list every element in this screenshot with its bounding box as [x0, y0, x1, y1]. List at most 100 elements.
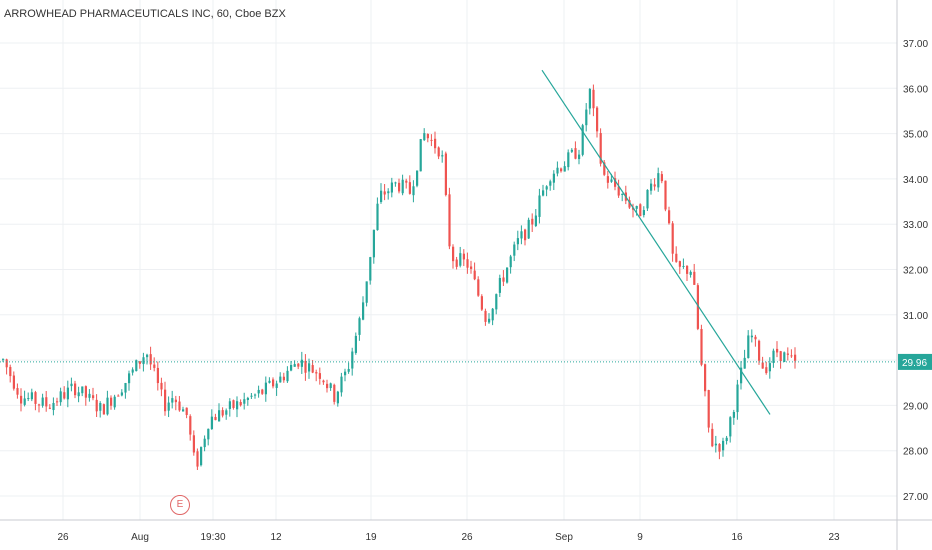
candle-body [480, 296, 483, 310]
candle-body [650, 183, 653, 191]
candle-body [250, 395, 253, 397]
candle-body [207, 428, 210, 440]
candle-body [218, 410, 221, 422]
candle-body [578, 154, 581, 160]
candle-body [660, 174, 663, 182]
candle-body [2, 359, 5, 361]
candle-body [506, 267, 509, 283]
y-tick-label: 37.00 [903, 39, 928, 50]
candle-body [538, 195, 541, 217]
candle-body [448, 194, 451, 247]
candle-body [772, 350, 775, 363]
candle-body [524, 229, 527, 241]
candle-body [146, 354, 149, 358]
candle-body [110, 397, 113, 406]
candle-body [261, 389, 264, 394]
candle-body [124, 382, 127, 393]
candle-body [657, 173, 660, 188]
candle-body [38, 404, 41, 406]
candle-body [488, 318, 491, 323]
candle-body [527, 219, 530, 239]
candle-body [452, 246, 455, 262]
candle-body [747, 335, 750, 359]
candle-body [16, 388, 19, 395]
candle-body [671, 223, 674, 254]
y-tick-label: 34.00 [903, 175, 928, 186]
candle-body [210, 416, 213, 430]
candle-body [117, 395, 120, 397]
candle-body [765, 367, 768, 374]
candle-body [153, 364, 156, 368]
candle-body [718, 443, 721, 452]
candle-body [401, 179, 404, 194]
candle-body [790, 355, 793, 357]
candle-body [369, 257, 372, 281]
candle-body [596, 107, 599, 132]
candle-body [390, 182, 393, 193]
candle-body [380, 190, 383, 203]
x-tick-label: 9 [637, 532, 643, 543]
candle-body [372, 229, 375, 258]
candle-body [542, 190, 545, 196]
candle-body [520, 231, 523, 239]
candle-body [164, 389, 167, 412]
candle-body [750, 335, 753, 338]
candle-body [498, 277, 501, 293]
candle-body [243, 399, 246, 404]
candle-body [196, 451, 199, 467]
x-tick-label: Aug [131, 532, 149, 543]
candle-body [768, 363, 771, 372]
candle-body [362, 302, 365, 320]
x-tick-label: 19 [365, 532, 377, 543]
candle-body [574, 148, 577, 159]
candle-body [48, 407, 51, 409]
candle-body [66, 387, 69, 400]
candle-body [628, 200, 631, 208]
candle-body [92, 395, 95, 399]
candle-body [783, 352, 786, 362]
candle-body [246, 397, 249, 401]
candle-body [419, 139, 422, 172]
trendline [541, 69, 771, 415]
y-tick-label: 36.00 [903, 84, 928, 95]
candle-body [423, 133, 426, 141]
candle-body [347, 368, 350, 372]
last-price-badge [898, 353, 932, 370]
candle-body [455, 259, 458, 267]
candle-body [300, 359, 303, 367]
candle-body [5, 359, 8, 368]
earnings-event-icon[interactable]: E [170, 495, 190, 515]
candle-body [729, 417, 732, 437]
candle-body [743, 357, 746, 369]
candle-body [354, 335, 357, 353]
candle-body [322, 380, 325, 383]
y-tick-label: 35.00 [903, 130, 928, 141]
candle-body [552, 173, 555, 183]
candle-body [272, 379, 275, 387]
candle-body [34, 392, 37, 404]
candle-body [412, 186, 415, 196]
candle-body [52, 402, 55, 411]
candle-body [70, 383, 73, 387]
candle-body [617, 186, 620, 196]
y-tick-label: 31.00 [903, 311, 928, 322]
candle-body [383, 191, 386, 195]
candle-body [484, 310, 487, 322]
y-tick-label: 29.00 [903, 401, 928, 412]
candle-body [30, 392, 33, 400]
candle-body [56, 401, 59, 403]
candle-body [610, 179, 613, 182]
candle-body [549, 181, 552, 186]
candle-body [740, 367, 743, 384]
candle-body [81, 386, 84, 394]
candle-body [95, 399, 98, 412]
candle-body [257, 389, 260, 394]
candle-body [365, 281, 368, 303]
candle-body [725, 437, 728, 442]
candle-body [131, 369, 134, 373]
candle-body [239, 402, 242, 406]
candle-body [128, 373, 131, 384]
candle-body [254, 394, 257, 396]
candle-body [279, 376, 282, 383]
candle-body [534, 215, 537, 226]
